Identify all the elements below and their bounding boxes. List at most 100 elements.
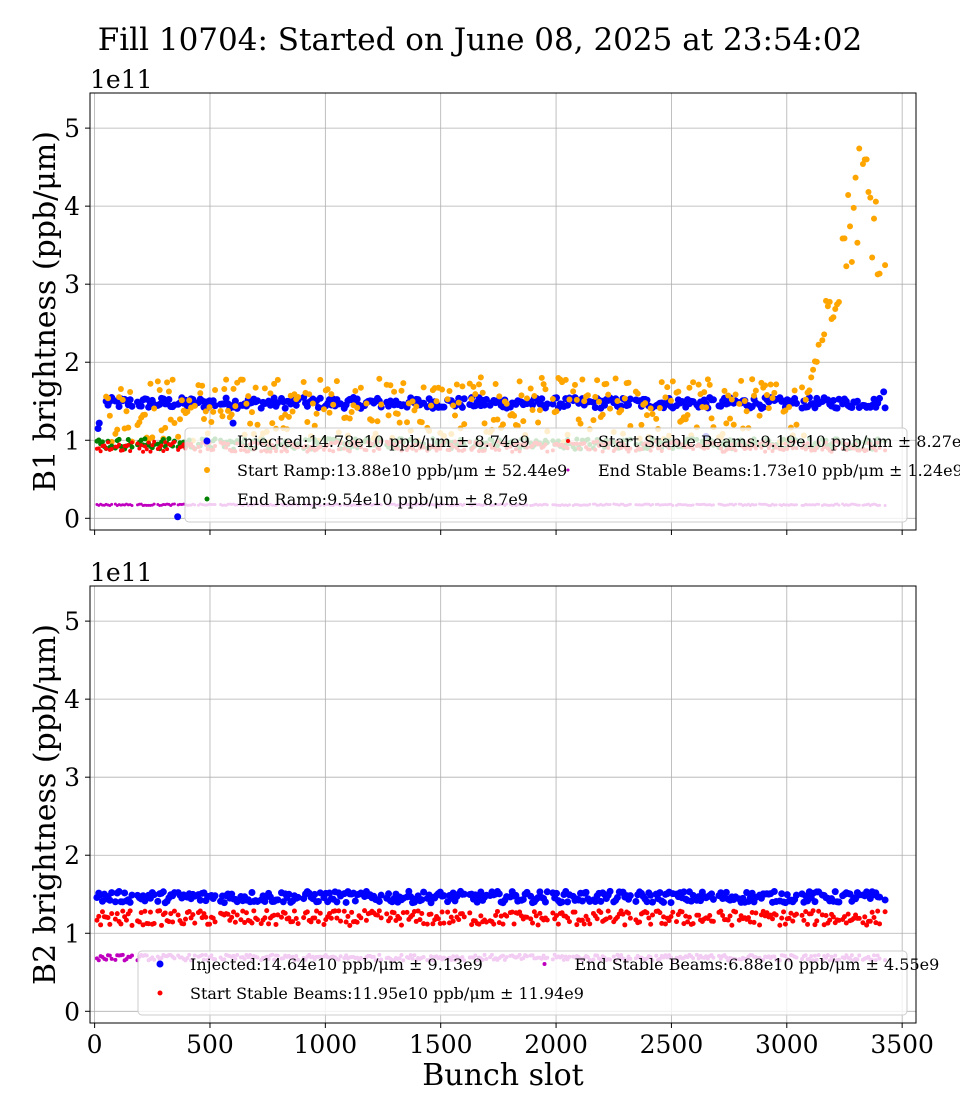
data-point (725, 392, 732, 399)
data-point (175, 912, 181, 918)
data-point (376, 908, 382, 914)
data-point (843, 920, 849, 926)
series-1 (94, 908, 888, 928)
data-point (243, 910, 249, 916)
data-point (178, 397, 185, 404)
data-point (675, 388, 682, 395)
data-point (853, 397, 861, 405)
data-point (496, 393, 503, 400)
y-tick-label: 1 (64, 426, 80, 455)
data-point (433, 398, 440, 405)
data-point (523, 395, 530, 402)
data-point (612, 375, 619, 382)
data-point (867, 918, 873, 924)
data-point (518, 392, 525, 399)
y-tick-label: 2 (64, 348, 80, 377)
data-point (708, 415, 715, 422)
data-point (859, 160, 866, 167)
data-point (881, 896, 889, 904)
data-point (117, 386, 124, 393)
data-point (571, 381, 578, 388)
data-point (533, 913, 539, 919)
data-point (96, 437, 102, 443)
data-point (467, 910, 473, 916)
data-point (440, 892, 448, 900)
data-point (720, 912, 726, 918)
data-point (114, 426, 121, 433)
data-point (332, 908, 338, 914)
data-point (792, 891, 800, 899)
data-point (831, 888, 839, 896)
data-point (871, 914, 877, 920)
data-point (461, 914, 467, 920)
data-point (104, 446, 109, 451)
data-point (751, 392, 758, 399)
data-point (398, 922, 404, 928)
data-point (876, 394, 884, 402)
data-point (248, 409, 255, 416)
data-point (127, 908, 133, 914)
data-point (270, 394, 278, 402)
data-point (862, 914, 868, 920)
data-point (119, 396, 126, 403)
data-point (211, 402, 219, 410)
data-point (316, 889, 324, 897)
data-point (224, 407, 231, 414)
data-point (793, 421, 800, 428)
data-point (594, 916, 600, 922)
data-point (328, 915, 334, 921)
legend-marker (157, 990, 163, 996)
data-point (664, 384, 671, 391)
data-point (146, 921, 152, 927)
data-point (537, 910, 543, 916)
data-point (338, 918, 344, 924)
data-point (120, 448, 125, 453)
data-point (727, 913, 733, 919)
data-point (197, 390, 204, 397)
data-point (579, 376, 586, 383)
data-point (535, 922, 541, 928)
legend-frame (184, 427, 908, 523)
data-point (441, 920, 447, 926)
data-point (304, 418, 311, 425)
data-point (782, 921, 788, 927)
data-point (294, 893, 302, 901)
legend-marker (156, 960, 164, 968)
data-point (587, 921, 593, 927)
data-point (136, 419, 143, 426)
data-point (407, 893, 415, 901)
legend-marker (542, 962, 547, 966)
data-point (542, 386, 549, 393)
data-point (313, 410, 320, 417)
data-point (144, 447, 149, 452)
data-point (176, 416, 183, 423)
data-point (156, 387, 163, 394)
data-point (172, 502, 176, 506)
data-point (311, 890, 319, 898)
data-point (717, 889, 725, 897)
data-point (745, 915, 751, 921)
data-point (786, 915, 792, 921)
data-point (112, 916, 118, 922)
data-point (710, 918, 716, 924)
data-point (166, 436, 172, 442)
data-point (368, 417, 375, 424)
data-point (377, 891, 385, 899)
data-point (511, 412, 518, 419)
axes-frame (89, 92, 917, 531)
data-point (199, 915, 205, 921)
data-point (468, 396, 475, 403)
data-point (362, 908, 368, 914)
data-point (656, 405, 663, 412)
data-point (814, 918, 820, 924)
data-point (856, 145, 863, 152)
data-point (141, 411, 148, 418)
data-point (285, 890, 293, 898)
data-point (669, 378, 676, 385)
data-point (137, 446, 142, 451)
data-point (647, 891, 655, 899)
data-point (816, 908, 822, 914)
data-point (420, 888, 428, 896)
data-point (783, 891, 791, 899)
data-point (554, 913, 560, 919)
